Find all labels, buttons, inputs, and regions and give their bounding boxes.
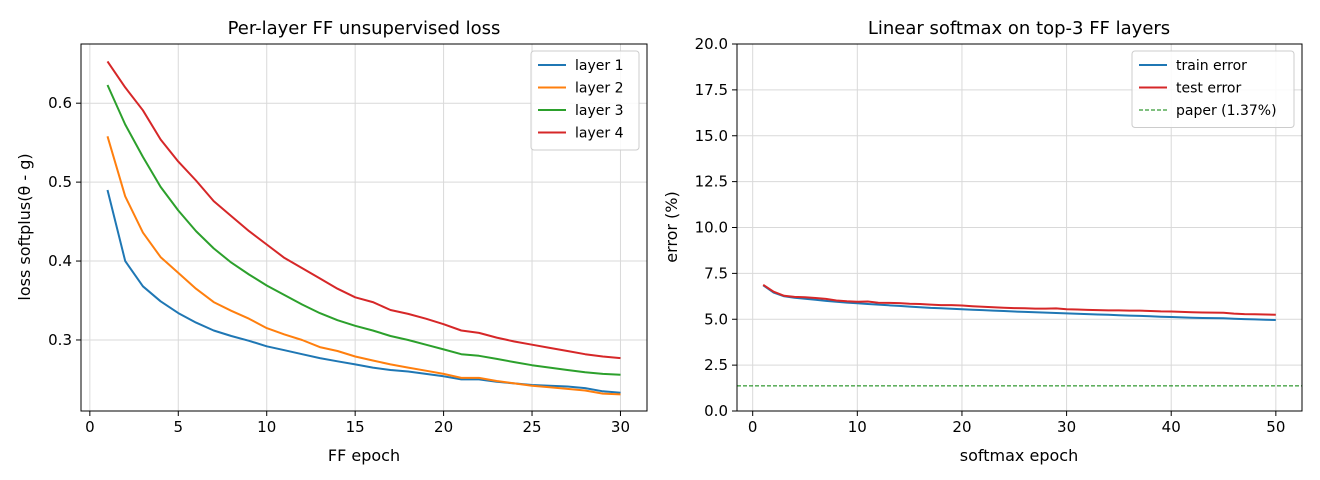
- x-tick-label: 20: [434, 418, 453, 436]
- series-line-train-error: [762, 284, 1276, 321]
- x-tick-label: 30: [1057, 418, 1076, 436]
- legend-box: [1131, 50, 1295, 128]
- x-tick-label: 10: [848, 418, 867, 436]
- x-tick-label: 0: [85, 418, 95, 436]
- x-axis-label: softmax epoch: [960, 446, 1078, 465]
- y-axis-label: loss softplus(θ - g): [15, 153, 34, 300]
- x-tick-label: 50: [1266, 418, 1285, 436]
- x-axis-label: FF epoch: [328, 446, 400, 465]
- series-lines: [106, 60, 621, 396]
- y-tick-label: 17.5: [695, 81, 728, 99]
- y-tick-label: 0.6: [48, 94, 72, 112]
- legend-label: layer 2: [575, 81, 623, 97]
- y-axis-label: error (%): [662, 191, 681, 263]
- y-tick-label: 0.0: [704, 402, 728, 420]
- x-tick-label: 30: [611, 418, 630, 436]
- y-tick-label: 20.0: [695, 35, 728, 53]
- x-tick-label: 10: [257, 418, 276, 436]
- x-tick-label: 25: [522, 418, 541, 436]
- legend-label: paper (1.37%): [1176, 103, 1277, 119]
- error-chart: Linear softmax on top-3 FF layers softma…: [662, 18, 1303, 465]
- x-tick-label: 0: [748, 418, 758, 436]
- chart-title: Per-layer FF unsupervised loss: [228, 18, 501, 39]
- legend: train error test error paper (1.37%): [1131, 50, 1295, 128]
- y-tick-label: 15.0: [695, 127, 728, 145]
- series-line-layer-4: [106, 60, 621, 360]
- plot-frame: [80, 43, 648, 412]
- series-line-layer-3: [106, 84, 621, 376]
- x-tick-label: 20: [952, 418, 971, 436]
- legend-label: layer 4: [575, 126, 624, 142]
- y-tick-label: 7.5: [704, 264, 728, 282]
- x-tick-label: 5: [174, 418, 184, 436]
- y-tick-label: 0.3: [48, 331, 72, 349]
- legend-box: [530, 50, 640, 151]
- y-tick-label: 10.0: [695, 219, 728, 237]
- series-line-test-error: [762, 283, 1276, 316]
- y-tick-label: 12.5: [695, 173, 728, 191]
- ticks: 0 5 10 15 20 25 30 0.3 0.4 0.5 0.6: [48, 94, 630, 436]
- x-tick-label: 40: [1162, 418, 1181, 436]
- legend-label: layer 1: [575, 58, 623, 74]
- y-tick-label: 0.4: [48, 252, 72, 270]
- series-lines: [737, 283, 1302, 387]
- legend-label: train error: [1176, 58, 1247, 74]
- y-tick-label: 2.5: [704, 356, 728, 374]
- y-tick-label: 5.0: [704, 310, 728, 328]
- legend-label: test error: [1176, 81, 1241, 97]
- ticks: 0 10 20 30 40 50 0.0 2.5 5.0 7.5 10.0 12.5 15.0 17.5 2…: [695, 35, 1286, 436]
- series-line-layer-1: [106, 189, 621, 394]
- loss-chart: Per-layer FF unsupervised loss FF epoch …: [15, 18, 648, 465]
- legend-label: layer 3: [575, 103, 623, 119]
- y-tick-label: 0.5: [48, 173, 72, 191]
- legend: layer 1 layer 2 layer 3 layer 4: [530, 50, 640, 151]
- chart-title: Linear softmax on top-3 FF layers: [868, 18, 1170, 39]
- x-tick-label: 15: [346, 418, 365, 436]
- series-line-layer-2: [106, 136, 621, 396]
